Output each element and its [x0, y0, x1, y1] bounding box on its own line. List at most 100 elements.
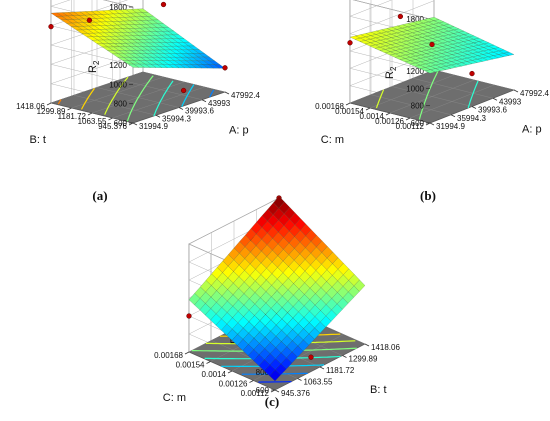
y-tick — [87, 112, 93, 116]
design-point — [222, 65, 228, 71]
panel-label: (c) — [265, 394, 279, 409]
wall-gridline — [352, 0, 431, 20]
floor-contour — [80, 87, 95, 110]
floor-contour — [209, 89, 215, 98]
design-point — [347, 40, 353, 46]
x-tick — [132, 122, 138, 126]
x-tick-label: 1299.89 — [349, 355, 378, 364]
y-tick-label: 1181.72 — [58, 112, 87, 121]
z-axis-label: R2 — [384, 66, 398, 79]
floor-gridline — [369, 74, 455, 109]
floor-contour — [104, 76, 129, 115]
x-tick — [178, 107, 184, 110]
design-point — [429, 41, 435, 48]
floor-contour — [375, 89, 385, 109]
y-tick — [184, 351, 190, 355]
surface-cell — [127, 63, 140, 68]
y-tick-label: 1299.89 — [37, 107, 66, 116]
y-tick — [270, 389, 276, 393]
wall-gridline — [103, 0, 134, 8]
z-tick-label: 1000 — [406, 84, 424, 93]
y-tick-label: 0.00154 — [335, 107, 364, 116]
y-tick — [405, 117, 411, 121]
x-tick-label: 35994.3 — [457, 114, 486, 123]
y-axis-label: C: m — [163, 392, 186, 404]
y-tick-label: 0.0014 — [360, 112, 385, 121]
y-tick — [345, 102, 351, 106]
chart-panel-2: 60080010001200140016001800R2945.3761063.… — [154, 195, 400, 409]
x-tick-label: 39993.6 — [478, 106, 507, 115]
z-axis-label: R2 — [87, 60, 101, 73]
design-point — [397, 13, 404, 20]
y-tick-label: 0.00112 — [396, 122, 425, 131]
x-tick — [492, 97, 498, 101]
x-tick-label: 1418.06 — [371, 343, 400, 352]
x-tick-label: 47992.4 — [231, 91, 260, 100]
floor-contour — [467, 80, 479, 109]
y-tick — [365, 107, 371, 111]
y-tick-label: 945.376 — [98, 122, 127, 131]
z-tick-label: 1800 — [109, 3, 127, 12]
y-tick-label: 0.00168 — [154, 351, 183, 360]
z-tick-label: 800 — [411, 102, 425, 111]
x-tick-label: 43993 — [208, 99, 231, 108]
y-tick — [425, 122, 431, 126]
x-tick — [224, 91, 230, 95]
x-tick — [513, 89, 519, 93]
z-tick-label: 600 — [411, 119, 425, 128]
x-tick-label: 47992.4 — [520, 89, 549, 98]
z-tick-label: 600 — [114, 119, 128, 128]
y-tick — [128, 122, 134, 126]
z-tick-label: 1200 — [109, 61, 127, 70]
x-tick-label: 1063.55 — [304, 378, 333, 387]
chart-panel-1: 60080010001200140016001800R231994.935994… — [315, 0, 549, 203]
y-axis-label: C: m — [321, 134, 344, 146]
x-tick — [297, 378, 302, 381]
z-tick-label: 1800 — [406, 15, 424, 24]
design-point — [186, 313, 192, 319]
panel-label: (b) — [420, 188, 436, 203]
x-axis-label: A: p — [229, 125, 249, 137]
floor-gridline — [433, 69, 515, 91]
x-tick-label: 1181.72 — [326, 366, 355, 375]
design-point — [160, 1, 167, 8]
x-tick — [201, 99, 207, 103]
y-tick-label: 0.00112 — [241, 389, 270, 398]
x-tick-label: 31994.9 — [436, 122, 465, 131]
y-tick-label: 0.00154 — [176, 361, 205, 370]
x-tick-label: 39993.6 — [185, 107, 214, 116]
y-tick — [227, 370, 233, 374]
x-tick — [364, 343, 370, 347]
surface-cell — [269, 369, 281, 382]
y-tick-label: 0.00126 — [375, 117, 404, 126]
y-tick — [249, 380, 254, 383]
floor-gridline — [142, 71, 226, 93]
x-tick — [471, 106, 477, 109]
floor-gridline — [389, 79, 475, 114]
y-tick — [46, 102, 52, 106]
surface-cell — [424, 69, 436, 74]
z-tick-label: 1200 — [406, 67, 424, 76]
y-tick — [108, 117, 113, 121]
y-tick-label: 0.00126 — [219, 380, 248, 389]
x-axis-label: A: p — [522, 124, 542, 136]
x-tick-label: 945.376 — [281, 389, 310, 398]
y-tick-label: 1063.55 — [78, 117, 107, 126]
floor-contour — [181, 84, 195, 107]
floor-gridline — [119, 79, 203, 100]
z-tick-label: 600 — [256, 386, 270, 395]
x-tick — [155, 114, 161, 118]
x-tick — [274, 389, 280, 393]
floor-contour — [258, 381, 292, 383]
chart-panel-0: 60080010001200140016001800R231994.935994… — [16, 0, 260, 203]
y-tick — [67, 107, 72, 111]
design-point — [86, 17, 93, 23]
x-tick — [429, 122, 435, 126]
x-tick-label: 35994.3 — [162, 114, 191, 123]
x-tick — [450, 114, 456, 118]
z-tick-label: 800 — [256, 368, 270, 377]
design-point — [308, 354, 314, 360]
z-tick-label: 1000 — [109, 80, 127, 89]
